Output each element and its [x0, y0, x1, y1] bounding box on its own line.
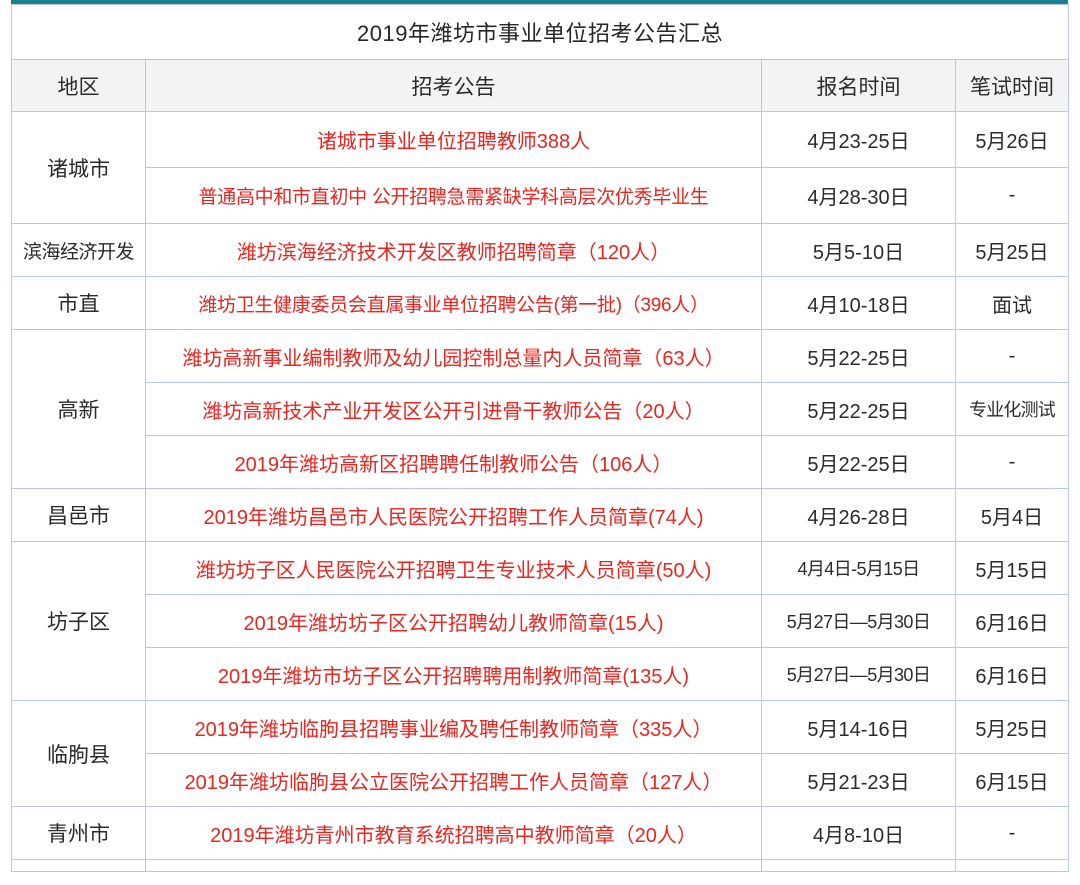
- notice-link[interactable]: 2019年潍坊市坊子区公开招聘聘用制教师简章(135人): [145, 647, 762, 701]
- notice-link[interactable]: 潍坊高新事业编制教师及幼儿园控制总量内人员简章（63人）: [145, 329, 762, 383]
- exam-time: 5月25日: [954, 223, 1070, 277]
- table-row: 坊子区 潍坊坊子区人民医院公开招聘卫生专业技术人员简章(50人) 4月4日-5月…: [11, 541, 1070, 701]
- notice-link[interactable]: 潍坊滨海经济技术开发区教师招聘简章（120人）: [145, 223, 762, 277]
- exam-time: 5月26日: [954, 111, 1070, 168]
- clipped-cell-region: [11, 859, 146, 872]
- signup-time: 5月22-25日: [761, 382, 956, 436]
- signup-time: 5月27日—5月30日: [761, 594, 956, 648]
- region-label: 滨海经济开发: [11, 223, 146, 277]
- column-header-region: 地区: [11, 59, 146, 112]
- exam-time: 5月25日: [954, 700, 1070, 754]
- notice-link[interactable]: 普通高中和市直初中 公开招聘急需紧缺学科高层次优秀毕业生: [145, 167, 762, 224]
- exam-time: 面试: [954, 276, 1070, 330]
- notice-link[interactable]: 潍坊高新技术产业开发区公开引进骨干教师公告（20人）: [145, 382, 762, 436]
- table-row: 临朐县 2019年潍坊临朐县招聘事业编及聘任制教师简章（335人） 5月14-1…: [11, 700, 1070, 807]
- column-header-exam-time: 笔试时间: [954, 59, 1070, 112]
- exam-time: 5月15日: [954, 541, 1070, 595]
- exam-time: -: [954, 806, 1070, 860]
- column-header-signup-time: 报名时间: [761, 59, 956, 112]
- notice-link[interactable]: 诸城市事业单位招聘教师388人: [145, 111, 762, 168]
- exam-time: -: [954, 435, 1070, 489]
- table-row: 青州市 2019年潍坊青州市教育系统招聘高中教师简章（20人） 4月8-10日 …: [11, 806, 1070, 860]
- page-title: 2019年潍坊市事业单位招考公告汇总: [10, 4, 1070, 60]
- notice-link[interactable]: 2019年潍坊高新区招聘聘任制教师公告（106人）: [145, 435, 762, 489]
- notice-table-container: 2019年潍坊市事业单位招考公告汇总 地区 招考公告 报名时间 笔试时间 诸城市…: [10, 4, 1070, 872]
- exam-time: 专业化测试: [954, 382, 1070, 436]
- clipped-cell-exam: [954, 859, 1070, 872]
- table-top-accent-bar: [11, 0, 1068, 4]
- notice-link[interactable]: 潍坊卫生健康委员会直属事业单位招聘公告(第一批)（396人）: [145, 276, 762, 330]
- notice-link[interactable]: 2019年潍坊昌邑市人民医院公开招聘工作人员简章(74人): [145, 488, 762, 542]
- exam-time: 6月15日: [954, 753, 1070, 807]
- table-title-row: 2019年潍坊市事业单位招考公告汇总: [10, 4, 1070, 60]
- table-row: 昌邑市 2019年潍坊昌邑市人民医院公开招聘工作人员简章(74人) 4月26-2…: [11, 488, 1070, 542]
- region-label: 高新: [11, 329, 146, 489]
- notice-link[interactable]: 2019年潍坊临朐县招聘事业编及聘任制教师简章（335人）: [145, 700, 762, 754]
- table-row: 2019年潍坊临朐县公立医院公开招聘工作人员简章（127人） 5月21-23日 …: [12, 753, 1070, 807]
- table-row: 2019年潍坊高新区招聘聘任制教师公告（106人） 5月22-25日 -: [12, 435, 1070, 489]
- clipped-cell-signup: [761, 859, 956, 872]
- region-label: 市直: [11, 276, 146, 330]
- region-label: 昌邑市: [11, 488, 146, 542]
- notice-link[interactable]: 2019年潍坊青州市教育系统招聘高中教师简章（20人）: [145, 806, 762, 860]
- signup-time: 5月5-10日: [761, 223, 956, 277]
- table-row: 潍坊高新技术产业开发区公开引进骨干教师公告（20人） 5月22-25日 专业化测…: [12, 382, 1070, 436]
- signup-time: 4月26-28日: [761, 488, 956, 542]
- region-label: 临朐县: [11, 700, 146, 807]
- signup-time: 5月21-23日: [761, 753, 956, 807]
- signup-time: 5月14-16日: [761, 700, 956, 754]
- exam-time: -: [954, 329, 1070, 383]
- region-label: 青州市: [11, 806, 146, 860]
- signup-time: 5月22-25日: [761, 329, 956, 383]
- table-row: 普通高中和市直初中 公开招聘急需紧缺学科高层次优秀毕业生 4月28-30日 -: [12, 167, 1070, 224]
- column-header-notice: 招考公告: [145, 59, 762, 112]
- exam-time: -: [954, 167, 1070, 224]
- signup-time: 4月28-30日: [761, 167, 956, 224]
- table-row: 2019年潍坊坊子区公开招聘幼儿教师简章(15人) 5月27日—5月30日 6月…: [12, 594, 1070, 648]
- exam-time: 6月16日: [954, 594, 1070, 648]
- region-label: 坊子区: [11, 541, 146, 701]
- table-row: 市直 潍坊卫生健康委员会直属事业单位招聘公告(第一批)（396人） 4月10-1…: [11, 276, 1070, 330]
- signup-time: 5月27日—5月30日: [761, 647, 956, 701]
- table-row-clipped: [11, 859, 1070, 872]
- exam-time: 6月16日: [954, 647, 1070, 701]
- signup-time: 4月10-18日: [761, 276, 956, 330]
- recruitment-notice-table: 2019年潍坊市事业单位招考公告汇总 地区 招考公告 报名时间 笔试时间 诸城市…: [10, 4, 1070, 872]
- clipped-cell-notice: [145, 859, 762, 872]
- signup-time: 4月8-10日: [761, 806, 956, 860]
- table-row: 诸城市 诸城市事业单位招聘教师388人 4月23-25日 5月26日: [11, 111, 1070, 224]
- table-header-row: 地区 招考公告 报名时间 笔试时间: [11, 59, 1070, 112]
- table-row: 高新 潍坊高新事业编制教师及幼儿园控制总量内人员简章（63人） 5月22-25日…: [11, 329, 1070, 489]
- signup-time: 4月23-25日: [761, 111, 956, 168]
- notice-link[interactable]: 2019年潍坊临朐县公立医院公开招聘工作人员简章（127人）: [145, 753, 762, 807]
- signup-time: 4月4日-5月15日: [761, 541, 956, 595]
- region-label: 诸城市: [11, 111, 146, 224]
- signup-time: 5月22-25日: [761, 435, 956, 489]
- table-row: 2019年潍坊市坊子区公开招聘聘用制教师简章(135人) 5月27日—5月30日…: [12, 647, 1070, 701]
- table-row: 滨海经济开发 潍坊滨海经济技术开发区教师招聘简章（120人） 5月5-10日 5…: [11, 223, 1070, 277]
- exam-time: 5月4日: [954, 488, 1070, 542]
- notice-link[interactable]: 2019年潍坊坊子区公开招聘幼儿教师简章(15人): [145, 594, 762, 648]
- notice-link[interactable]: 潍坊坊子区人民医院公开招聘卫生专业技术人员简章(50人): [145, 541, 762, 595]
